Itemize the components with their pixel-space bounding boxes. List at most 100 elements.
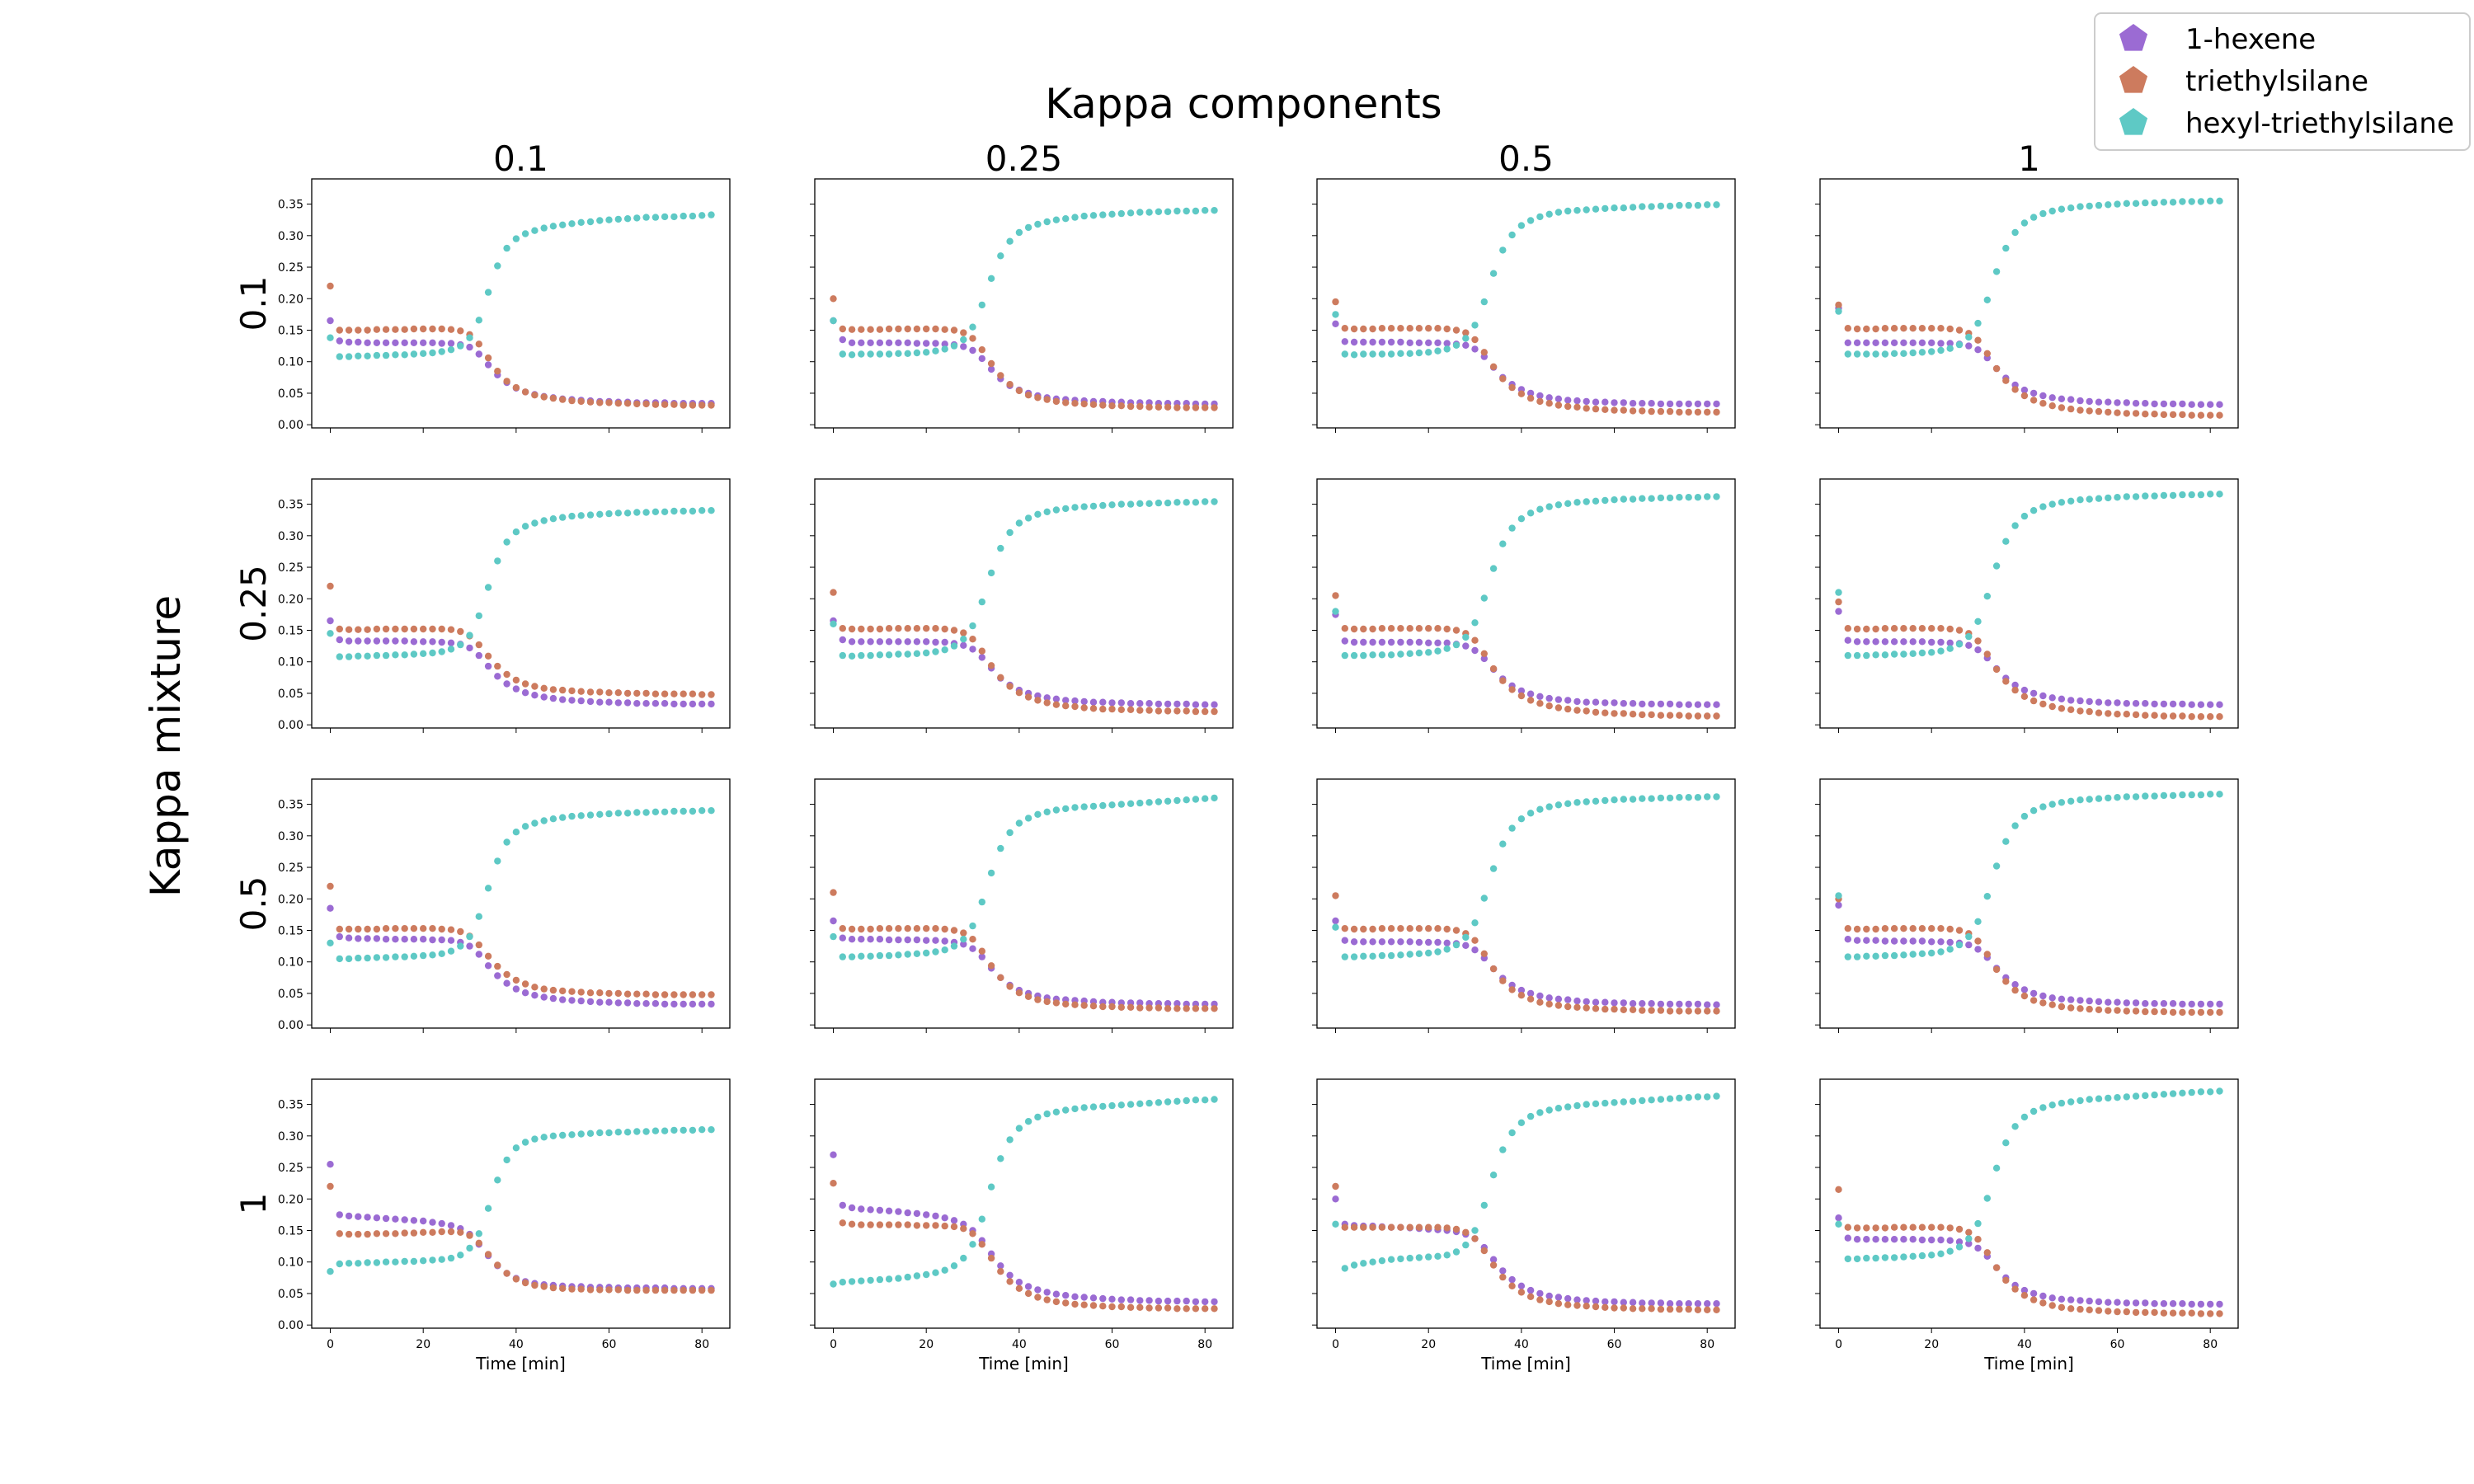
data-point bbox=[623, 999, 632, 1007]
data-point bbox=[1089, 212, 1098, 219]
data-point bbox=[1629, 1000, 1637, 1007]
data-point bbox=[1583, 798, 1590, 805]
legend-marker-icon bbox=[2119, 24, 2148, 51]
data-point bbox=[1192, 404, 1200, 411]
data-point bbox=[1360, 1223, 1367, 1231]
subplot bbox=[810, 178, 1234, 433]
data-point bbox=[438, 325, 445, 333]
y-tick-label: 0.35 bbox=[278, 799, 303, 812]
chart-title: Kappa components bbox=[1045, 80, 1442, 128]
data-point bbox=[876, 1275, 884, 1284]
data-point bbox=[867, 1221, 874, 1228]
data-point bbox=[1341, 625, 1349, 632]
data-point bbox=[1564, 1294, 1572, 1303]
data-point bbox=[1434, 325, 1442, 332]
data-point bbox=[1713, 1300, 1720, 1308]
data-point bbox=[1573, 997, 1581, 1005]
data-point bbox=[642, 400, 650, 408]
data-point bbox=[1062, 1000, 1070, 1008]
data-point bbox=[1369, 1223, 1376, 1231]
data-point bbox=[2216, 1000, 2223, 1008]
data-point bbox=[2142, 1299, 2149, 1307]
data-point bbox=[1694, 400, 1702, 408]
data-point bbox=[1155, 700, 1163, 708]
data-point bbox=[941, 946, 948, 954]
data-point bbox=[373, 339, 381, 346]
data-point bbox=[1164, 499, 1172, 507]
data-point bbox=[392, 326, 399, 333]
data-point bbox=[670, 213, 678, 221]
data-point bbox=[1983, 650, 1991, 658]
data-point bbox=[1415, 325, 1423, 332]
data-point bbox=[1332, 923, 1339, 931]
data-point bbox=[1666, 711, 1674, 719]
data-point bbox=[1099, 1003, 1107, 1011]
data-point bbox=[1583, 1101, 1590, 1108]
data-point bbox=[2151, 1007, 2158, 1016]
data-point bbox=[1592, 1100, 1600, 1108]
data-point bbox=[614, 400, 622, 407]
data-point bbox=[577, 688, 585, 695]
data-point bbox=[2030, 214, 2038, 221]
y-tick-label: 0.30 bbox=[278, 530, 303, 543]
data-point bbox=[1853, 1224, 1861, 1232]
data-point bbox=[1694, 201, 1702, 209]
data-point bbox=[1928, 339, 1935, 346]
data-point bbox=[484, 1205, 492, 1212]
data-point bbox=[1545, 1298, 1553, 1306]
data-point bbox=[1694, 794, 1702, 801]
data-point bbox=[1425, 325, 1432, 332]
data-point bbox=[876, 936, 884, 943]
data-point bbox=[1573, 799, 1581, 806]
data-point bbox=[680, 212, 687, 220]
data-point bbox=[2169, 199, 2177, 206]
data-point bbox=[1024, 392, 1032, 399]
data-point bbox=[1378, 638, 1386, 646]
data-point bbox=[1536, 1109, 1544, 1116]
data-point bbox=[1611, 1005, 1618, 1013]
data-point bbox=[1136, 1303, 1144, 1312]
data-point bbox=[1564, 397, 1572, 404]
data-point bbox=[447, 1222, 455, 1229]
data-point bbox=[1545, 400, 1553, 407]
data-point bbox=[969, 936, 976, 943]
data-point bbox=[438, 648, 445, 655]
data-point bbox=[960, 336, 967, 344]
data-point bbox=[867, 1206, 874, 1214]
data-point bbox=[1992, 1264, 2001, 1271]
data-point bbox=[2086, 1096, 2093, 1103]
data-point bbox=[1620, 710, 1628, 717]
data-point bbox=[1909, 339, 1917, 346]
data-point bbox=[923, 925, 930, 932]
data-point bbox=[1545, 702, 1553, 710]
data-point bbox=[932, 648, 939, 655]
row-label: 1 bbox=[233, 1193, 274, 1215]
data-point bbox=[1620, 700, 1628, 707]
data-point bbox=[1071, 1001, 1079, 1008]
data-point bbox=[1126, 1003, 1135, 1012]
data-point bbox=[2058, 695, 2066, 702]
data-point bbox=[336, 932, 343, 941]
data-point bbox=[1685, 494, 1692, 501]
data-point bbox=[1211, 1005, 1218, 1012]
data-point bbox=[830, 295, 837, 303]
data-point bbox=[1545, 694, 1553, 702]
data-point bbox=[521, 689, 529, 697]
data-point bbox=[503, 244, 510, 252]
data-point bbox=[2077, 203, 2084, 210]
data-point bbox=[401, 925, 408, 932]
data-point bbox=[1360, 925, 1367, 933]
data-point bbox=[1452, 941, 1460, 949]
data-point bbox=[913, 638, 921, 646]
data-point bbox=[1526, 810, 1535, 817]
data-point bbox=[1155, 403, 1163, 411]
data-point bbox=[1136, 1004, 1144, 1012]
data-point bbox=[2039, 992, 2047, 1000]
data-point bbox=[708, 691, 715, 698]
data-point bbox=[2095, 1298, 2103, 1306]
data-point bbox=[1955, 1238, 1964, 1246]
data-point bbox=[521, 523, 529, 530]
data-point bbox=[1900, 1223, 1907, 1231]
data-point bbox=[2077, 397, 2084, 405]
y-tick-label: 0.20 bbox=[278, 1193, 303, 1206]
